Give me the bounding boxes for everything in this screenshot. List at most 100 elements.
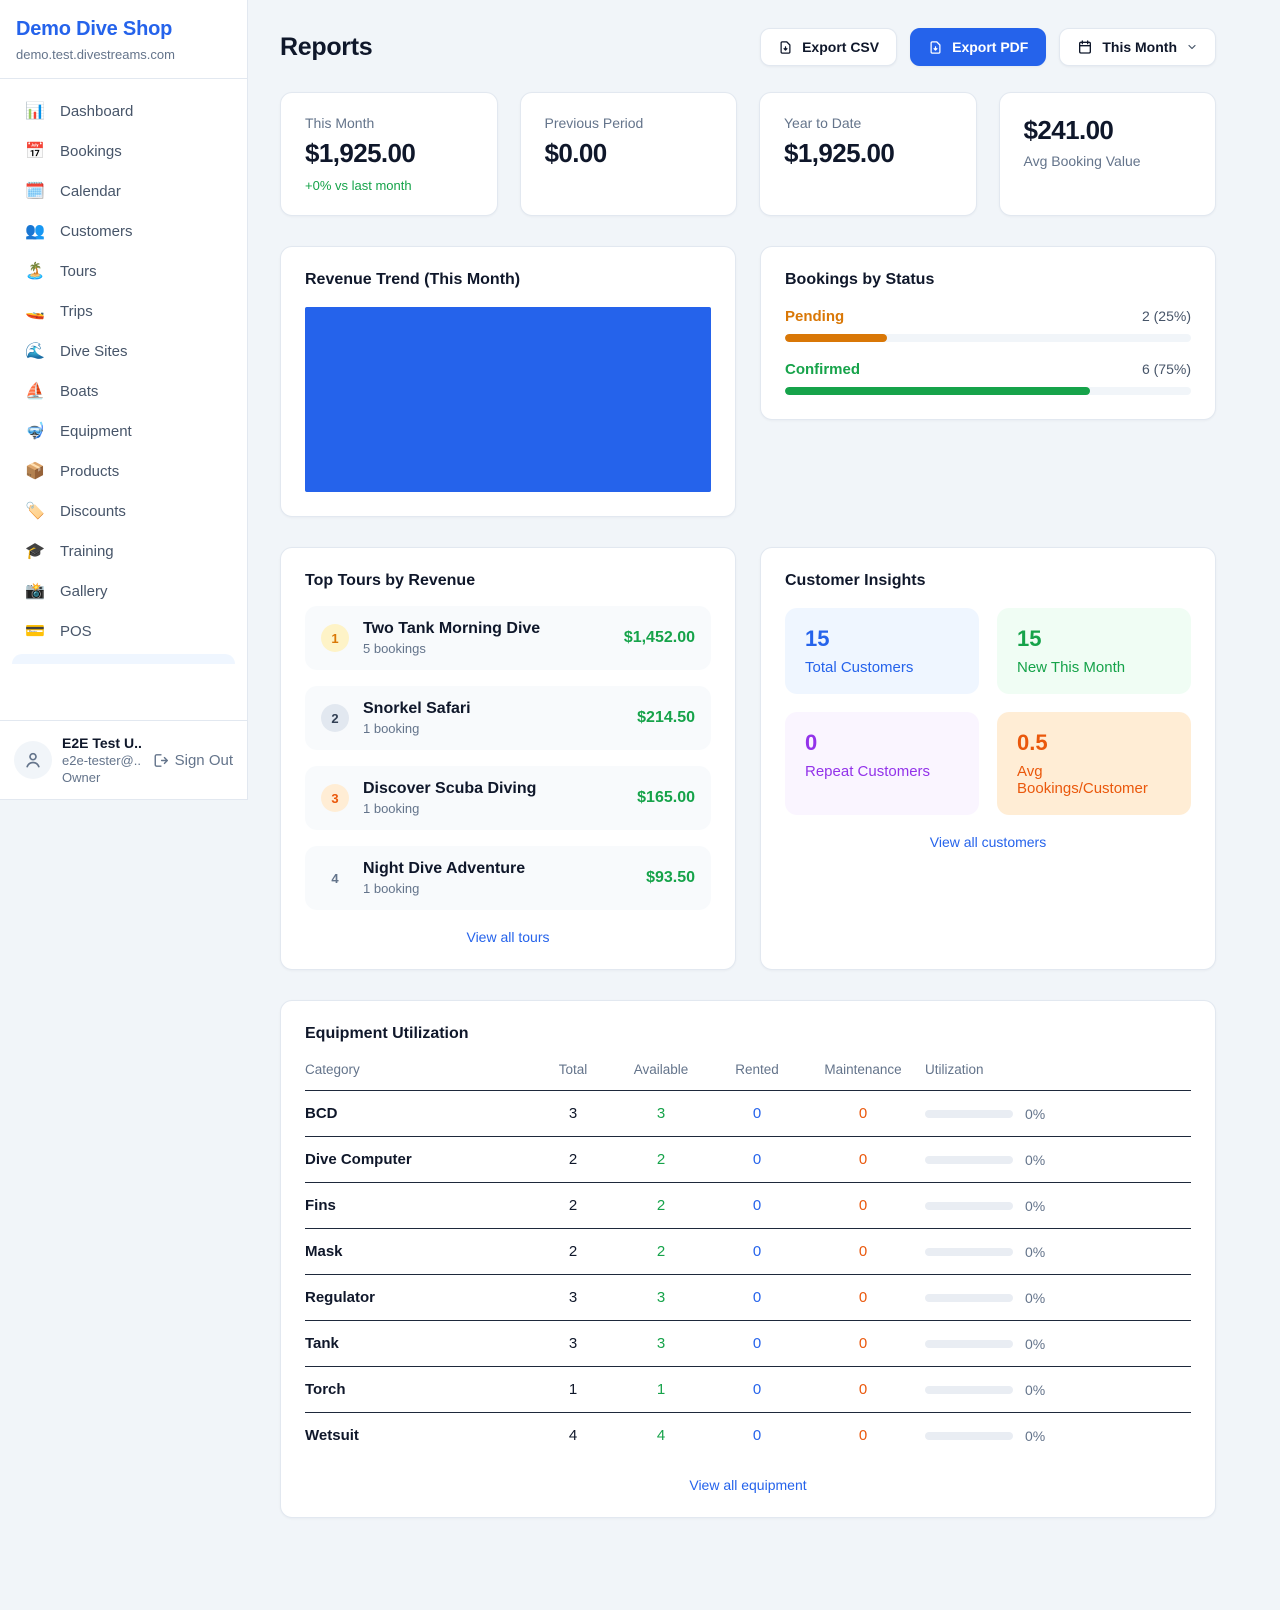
sidebar-item-discounts[interactable]: 🏷️ Discounts bbox=[12, 491, 235, 531]
sidebar-item-trips[interactable]: 🚤 Trips bbox=[12, 291, 235, 331]
sidebar-item-dive-sites[interactable]: 🌊 Dive Sites bbox=[12, 331, 235, 371]
sidebar-item-boats[interactable]: ⛵ Boats bbox=[12, 371, 235, 411]
utilization-percent: 0% bbox=[1025, 1381, 1046, 1398]
utilization-bar bbox=[925, 1293, 1013, 1302]
equipment-table: Category Total Available Rented Maintenance U… bbox=[305, 1062, 1191, 1458]
equipment-total: 3 bbox=[568, 1105, 578, 1122]
equipment-maintenance: 0 bbox=[858, 1289, 868, 1306]
equipment-total: 1 bbox=[568, 1381, 578, 1398]
sidebar-item-dashboard[interactable]: 📊 Dashboard bbox=[12, 91, 235, 131]
tour-amount: $93.50 bbox=[646, 869, 695, 886]
file-download-icon bbox=[930, 40, 941, 54]
sidebar-item-label: Bookings bbox=[60, 142, 122, 160]
boats-icon: ⛵ bbox=[25, 383, 45, 400]
equipment-total: 2 bbox=[568, 1197, 578, 1214]
tour-row-two-tank-morning-dive: 1 Two Tank Morning Dive 5 bookings $1,45… bbox=[305, 606, 711, 670]
insight-value: 0 bbox=[805, 730, 818, 755]
sign-out-button[interactable]: Sign Out bbox=[151, 752, 233, 769]
shop-domain: demo.test.divestreams.com bbox=[16, 47, 175, 62]
equipment-total: 2 bbox=[568, 1151, 578, 1168]
sidebar-item-equipment[interactable]: 🤿 Equipment bbox=[12, 411, 235, 451]
user-name: E2E Test U... bbox=[62, 735, 141, 751]
tour-row-snorkel-safari: 2 Snorkel Safari 1 booking $214.50 bbox=[305, 686, 711, 750]
insight-tile-new-this-month: 15 New This Month bbox=[997, 608, 1191, 694]
equipment-total: 2 bbox=[568, 1243, 578, 1260]
status-progress-fill bbox=[785, 387, 1090, 395]
stat-card-avg-booking-value: Avg Booking Value $241.00 bbox=[998, 92, 1216, 216]
sidebar-item-bookings[interactable]: 📅 Bookings bbox=[12, 131, 235, 171]
rank-badge: 1 bbox=[321, 624, 349, 652]
stat-label: Avg Booking Value bbox=[1023, 153, 1141, 169]
user-panel: E2E Test U... e2e-tester@... Owner Sign … bbox=[0, 720, 247, 799]
insight-tile-avg-bookings-customer: 0.5 Avg Bookings/Customer bbox=[997, 712, 1191, 815]
equipment-category: Fins bbox=[305, 1197, 336, 1214]
stat-value: $0.00 bbox=[544, 138, 608, 168]
equipment-category: Wetsuit bbox=[305, 1427, 359, 1444]
rank-badge: 2 bbox=[321, 704, 349, 732]
equipment-available: 2 bbox=[656, 1243, 666, 1260]
utilization-bar bbox=[925, 1431, 1013, 1440]
period-dropdown[interactable]: This Month bbox=[1059, 28, 1216, 66]
status-progress-track bbox=[785, 334, 1191, 342]
export-pdf-button[interactable]: Export PDF bbox=[910, 28, 1047, 66]
status-label: Pending bbox=[785, 308, 845, 325]
sidebar-item-training[interactable]: 🎓 Training bbox=[12, 531, 235, 571]
equipment-rented: 0 bbox=[752, 1289, 762, 1306]
stat-card-previous-period: Previous Period $0.00 bbox=[519, 92, 737, 216]
bookings-by-status-card: Bookings by Status Pending 2 (25%) Confi… bbox=[760, 246, 1216, 420]
view-all-equipment-link[interactable]: View all equipment bbox=[689, 1477, 807, 1493]
rank-badge: 4 bbox=[331, 870, 339, 886]
equipment-rented: 0 bbox=[752, 1197, 762, 1214]
equipment-available: 3 bbox=[656, 1105, 666, 1122]
sidebar-item-tours[interactable]: 🏝️ Tours bbox=[12, 251, 235, 291]
customer-insights-title: Customer Insights bbox=[785, 572, 926, 589]
dashboard-icon: 📊 bbox=[25, 103, 45, 120]
sidebar-item-calendar[interactable]: 🗓️ Calendar bbox=[12, 171, 235, 211]
sidebar-item-label: Tours bbox=[60, 262, 97, 280]
tour-row-night-dive-adventure: 4 Night Dive Adventure 1 booking $93.50 bbox=[305, 846, 711, 910]
view-all-tours-link[interactable]: View all tours bbox=[466, 929, 550, 945]
products-icon: 📦 bbox=[25, 463, 45, 480]
equipment-maintenance: 0 bbox=[858, 1335, 868, 1352]
sidebar-item-reports-active-partial[interactable] bbox=[12, 654, 235, 664]
tours-icon: 🏝️ bbox=[25, 263, 45, 280]
equipment-rented: 0 bbox=[752, 1427, 762, 1444]
equipment-row-wetsuit: Wetsuit 4 4 0 0 0% bbox=[305, 1413, 1191, 1458]
sidebar-item-gallery[interactable]: 📸 Gallery bbox=[12, 571, 235, 611]
status-count: 6 (75%) bbox=[1141, 361, 1191, 377]
utilization-bar bbox=[925, 1201, 1013, 1210]
export-csv-button[interactable]: Export CSV bbox=[760, 28, 898, 66]
sidebar-header: Demo Dive Shop demo.test.divestreams.com bbox=[0, 0, 247, 79]
equipment-total: 3 bbox=[568, 1289, 578, 1306]
sidebar-item-label: Dive Sites bbox=[60, 342, 128, 360]
utilization-bar bbox=[925, 1339, 1013, 1348]
chevron-down-icon bbox=[1188, 44, 1196, 50]
stat-label: Previous Period bbox=[544, 115, 644, 131]
equipment-rented: 0 bbox=[752, 1151, 762, 1168]
tour-bookings: 5 bookings bbox=[363, 641, 426, 656]
sidebar-item-label: Customers bbox=[60, 222, 133, 240]
sidebar-item-pos[interactable]: 💳 POS bbox=[12, 611, 235, 651]
insight-value: 15 bbox=[805, 626, 830, 651]
equipment-category: Regulator bbox=[305, 1289, 376, 1306]
top-tours-card: Top Tours by Revenue 1 Two Tank Morning … bbox=[280, 547, 736, 970]
view-all-customers-link[interactable]: View all customers bbox=[929, 834, 1047, 850]
customer-insights-card: Customer Insights 15 Total Customers 15 … bbox=[760, 547, 1216, 970]
utilization-percent: 0% bbox=[1025, 1243, 1046, 1260]
equipment-category: Dive Computer bbox=[305, 1151, 412, 1168]
tour-bookings: 1 booking bbox=[363, 721, 420, 736]
page-title: Reports bbox=[280, 32, 373, 61]
tour-amount: $165.00 bbox=[637, 789, 695, 806]
tour-amount: $214.50 bbox=[637, 709, 695, 726]
stat-card-year-to-date: Year to Date $1,925.00 bbox=[759, 92, 977, 216]
sidebar: Demo Dive Shop demo.test.divestreams.com… bbox=[0, 0, 248, 800]
insight-label: Total Customers bbox=[805, 659, 914, 676]
equipment-available: 3 bbox=[656, 1335, 666, 1352]
equipment-category: Mask bbox=[305, 1243, 343, 1260]
equipment-icon: 🤿 bbox=[25, 423, 45, 440]
sidebar-item-products[interactable]: 📦 Products bbox=[12, 451, 235, 491]
sidebar-item-customers[interactable]: 👥 Customers bbox=[12, 211, 235, 251]
equipment-total: 3 bbox=[568, 1335, 578, 1352]
equipment-category: BCD bbox=[305, 1105, 338, 1122]
status-progress-fill bbox=[785, 334, 887, 342]
